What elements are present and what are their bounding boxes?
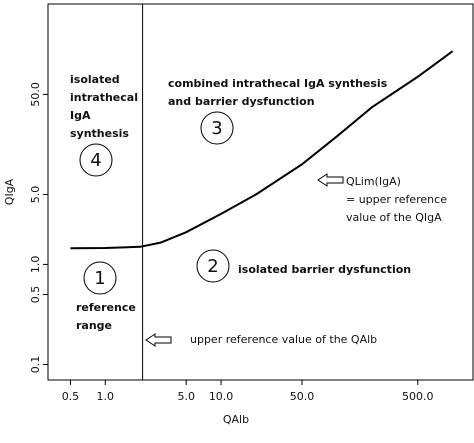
annotation: QLim(IgA)	[346, 175, 401, 188]
y-axis-label: QIgA	[3, 178, 16, 205]
region-number: 3	[211, 118, 222, 139]
y-tick-label: 5.0	[29, 186, 42, 204]
x-axis-label: QAlb	[223, 413, 249, 426]
arrow	[317, 173, 344, 187]
x-tick-label: 50.0	[290, 390, 315, 403]
annotation: reference	[76, 301, 136, 314]
annotation: intrathecal	[70, 91, 138, 104]
region-number: 4	[90, 150, 101, 171]
curve	[70, 50, 454, 250]
x-tick-label: 1.0	[97, 390, 115, 403]
annotation: range	[76, 319, 112, 332]
annotation: upper reference value of the QAlb	[190, 333, 377, 346]
y-tick-label: 0.1	[29, 356, 42, 374]
x-tick-label: 5.0	[177, 390, 195, 403]
annotation: combined intrathecal IgA synthesis	[168, 77, 388, 90]
region-circle	[196, 249, 230, 283]
region-circle	[79, 143, 113, 177]
plot-frame	[47, 3, 474, 381]
arrow	[145, 333, 172, 347]
x-tick-label: 0.5	[62, 390, 80, 403]
annotation: value of the QIgA	[346, 211, 442, 224]
y-tick-label: 1.0	[29, 256, 42, 274]
region-circle	[200, 111, 234, 145]
annotation: synthesis	[70, 127, 129, 140]
annotation: and barrier dysfunction	[168, 95, 315, 108]
y-tick-label: 50.0	[29, 82, 42, 107]
x-tick-label: 10.0	[209, 390, 234, 403]
annotation: isolated barrier dysfunction	[238, 263, 411, 276]
x-tick-label: 500.0	[402, 390, 434, 403]
annotation: = upper reference	[346, 193, 447, 206]
y-tick-label: 0.5	[29, 286, 42, 304]
region-number: 1	[94, 268, 105, 289]
annotation: isolated	[70, 73, 120, 86]
region-number: 2	[207, 256, 218, 277]
annotation: IgA	[70, 109, 91, 122]
region-circle	[83, 261, 117, 295]
